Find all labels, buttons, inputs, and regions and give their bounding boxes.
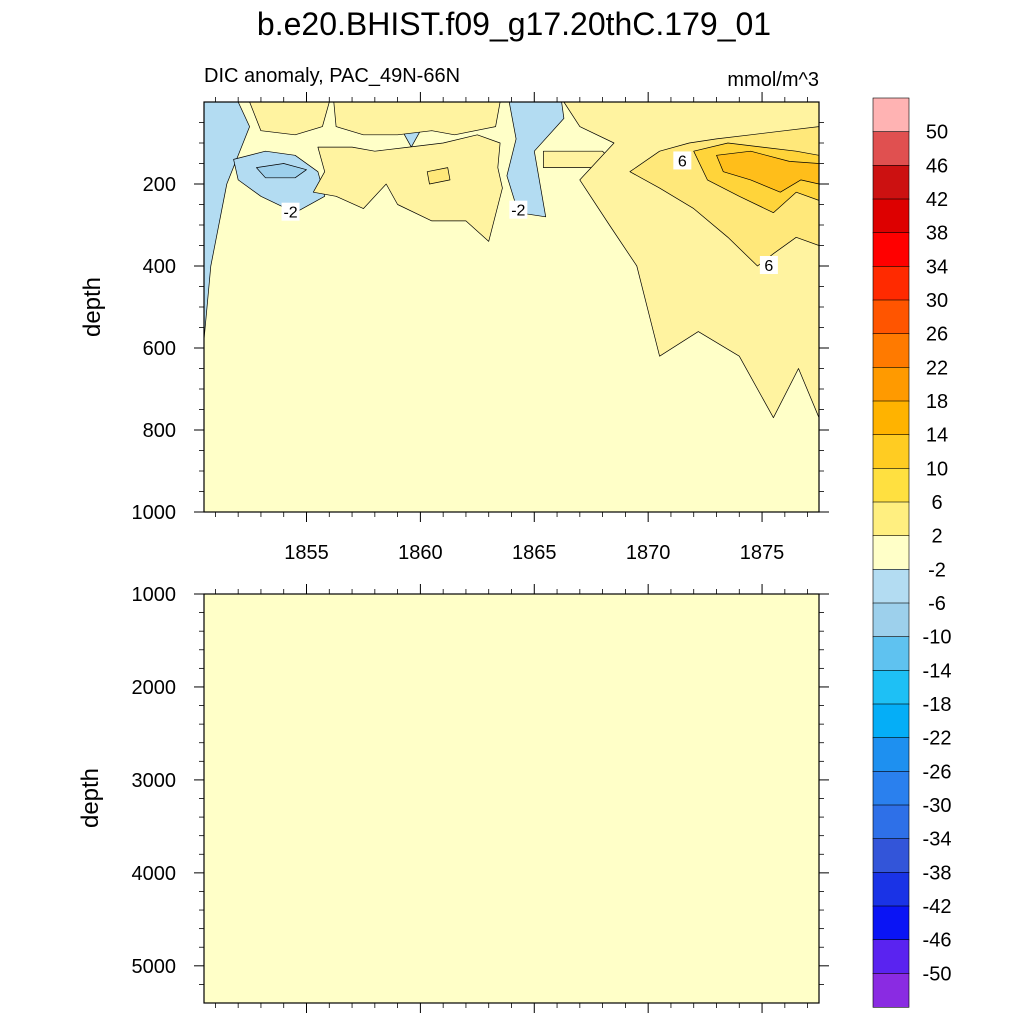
chart-title: b.e20.BHIST.f09_g17.20thC.179_01 — [257, 6, 771, 42]
x-tick-label: 1855 — [284, 542, 329, 564]
colorbar-box — [872, 165, 910, 200]
contour-label-bg — [673, 151, 692, 170]
bottom-axes: 1000 2000 3000 4000 5000 — [132, 584, 829, 1013]
x-tick-label: 1860 — [398, 542, 443, 564]
colorbar-label: 18 — [926, 391, 948, 413]
colorbar-box — [872, 367, 910, 402]
colorbar-label: 26 — [926, 324, 948, 346]
bottom-panel: 1000 2000 3000 4000 5000 depth — [77, 584, 829, 1013]
top-panel: -2 -266 1855 1860 1865 1870 18752004006008001… — [79, 92, 829, 564]
contour-region-neg-left — [204, 102, 250, 341]
top-contour-fills — [204, 102, 819, 419]
colorbar-box — [872, 468, 910, 503]
colorbar-label: -30 — [923, 795, 952, 817]
colorbar-label: 38 — [926, 223, 948, 245]
y-tick-label: 600 — [143, 338, 176, 360]
colorbar-box — [872, 602, 910, 638]
contour-label-bg — [759, 256, 778, 274]
colorbar-label: 14 — [926, 425, 948, 447]
colorbar-box — [872, 636, 910, 671]
colorbar-label: 46 — [926, 155, 948, 177]
y-tick-label: 800 — [143, 420, 176, 442]
colorbar-box — [872, 333, 910, 368]
colorbar-box — [872, 299, 910, 335]
colorbar-box — [872, 737, 910, 772]
bottom-y-axis-label: depth — [77, 768, 104, 828]
colorbar-label: 42 — [926, 189, 948, 211]
contour-region-pos-right-max — [716, 150, 819, 193]
contour-region-pos-top-1856-1863 — [333, 102, 501, 136]
colorbar-box — [872, 838, 910, 873]
contour-label: 6 — [678, 153, 687, 170]
colorbar-box — [872, 266, 910, 301]
colorbar-label: -46 — [923, 930, 952, 952]
colorbar-label: 34 — [926, 256, 948, 278]
x-tick-label: 1865 — [512, 542, 557, 564]
colorbar-box — [872, 973, 910, 1008]
x-tick-label: 1875 — [740, 542, 785, 564]
colorbar-label: 10 — [926, 458, 948, 480]
colorbar-box — [872, 569, 910, 604]
colorbar-label: 2 — [931, 526, 942, 548]
top-contour-labels: -2 -2 6 6 — [281, 151, 778, 275]
colorbar-box — [872, 670, 910, 705]
bottom-plot-background — [204, 594, 819, 1003]
contour-region-pos-top-1852 — [249, 102, 330, 136]
colorbar-box — [872, 198, 910, 234]
y-tick-label: 1000 — [132, 584, 177, 606]
colorbar-box — [872, 804, 910, 840]
colorbar-box — [872, 703, 910, 739]
y-tick-label: 2000 — [132, 677, 177, 699]
units-label: mmol/m^3 — [727, 69, 819, 91]
top-axes: 1855 1860 1865 1870 1875 200 400 600 800 1000 — [132, 92, 829, 564]
colorbar-label: -34 — [923, 829, 952, 851]
colorbar-label: 6 — [931, 492, 942, 514]
y-tick-label: 400 — [143, 256, 176, 278]
colorbar-label: -50 — [923, 963, 952, 985]
contour-region-neg-left-core — [256, 163, 307, 179]
colorbar-box — [872, 939, 910, 974]
contour-label-bg — [509, 200, 528, 219]
colorbar-label: -26 — [923, 761, 952, 783]
colorbar: 50 46 42 38 34 30 26 22 18 14 10 6 2 -2 -6 -10 -14 -18 -22… — [872, 97, 952, 1008]
colorbar-box — [872, 232, 910, 267]
x-tick-label: 1870 — [626, 542, 671, 564]
contour-label: 6 — [764, 258, 773, 275]
y-tick-label: 5000 — [132, 956, 177, 978]
y-tick-label: 4000 — [132, 863, 177, 885]
colorbar-box — [872, 872, 910, 907]
colorbar-box — [872, 771, 910, 806]
colorbar-box — [872, 905, 910, 941]
y-tick-label: 200 — [143, 174, 176, 196]
y-tick-label: 3000 — [132, 770, 177, 792]
colorbar-label: -22 — [923, 728, 952, 750]
colorbar-label: 50 — [926, 122, 948, 144]
colorbar-label: -14 — [923, 660, 952, 682]
colorbar-label: 22 — [926, 357, 948, 379]
y-tick-label: 1000 — [132, 502, 177, 524]
colorbar-box — [872, 535, 910, 570]
colorbar-box — [872, 131, 910, 166]
colorbar-label: -18 — [923, 694, 952, 716]
contour-region-pos-core-1860 — [426, 167, 451, 185]
colorbar-label: 30 — [926, 290, 948, 312]
colorbar-box — [872, 434, 910, 469]
colorbar-box — [872, 97, 910, 133]
contour-label: -2 — [511, 203, 525, 220]
contour-label-bg — [281, 202, 300, 221]
contour-label: -2 — [283, 205, 297, 222]
contour-region-neg-1864 — [506, 102, 565, 218]
colorbar-label: -42 — [923, 896, 952, 918]
colorbar-box — [872, 501, 910, 537]
colorbar-label: -10 — [923, 627, 952, 649]
left-subtitle: DIC anomaly, PAC_49N-66N — [204, 65, 460, 87]
colorbar-label: -2 — [928, 559, 946, 581]
top-y-axis-label: depth — [79, 277, 106, 337]
contour-region-neg-left-body — [233, 150, 326, 214]
colorbar-label: -38 — [923, 862, 952, 884]
colorbar-box — [872, 400, 910, 436]
contour-region-pos-band-1855-1863 — [312, 134, 503, 242]
colorbar-label: -6 — [928, 593, 946, 615]
